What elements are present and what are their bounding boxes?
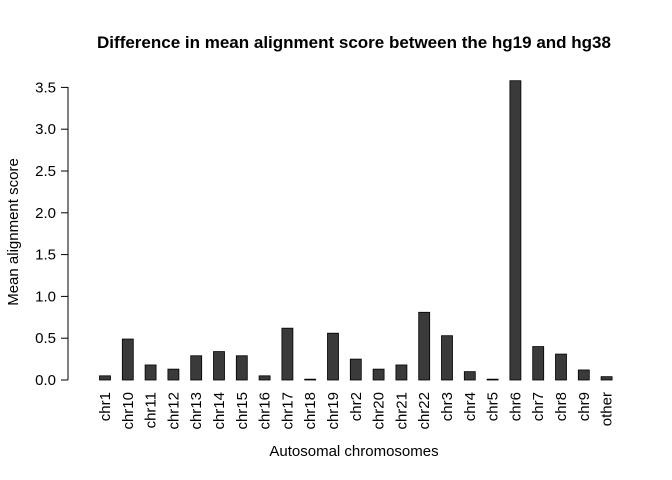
x-tick-label: chr5 bbox=[485, 392, 502, 421]
bar-chr12 bbox=[167, 368, 180, 381]
bar-chr11 bbox=[144, 364, 157, 381]
y-tick-label: 0.5 bbox=[35, 330, 56, 347]
y-tick-label: 1.5 bbox=[35, 247, 56, 264]
bar-chr6 bbox=[509, 80, 522, 381]
y-axis-label: Mean alignment score bbox=[5, 158, 22, 306]
bar-other bbox=[600, 376, 613, 381]
x-tick-label: chr15 bbox=[234, 392, 251, 430]
bar-chr5 bbox=[486, 378, 499, 381]
bar-chr4 bbox=[463, 371, 476, 381]
x-tick-label: chr6 bbox=[507, 392, 524, 421]
bar-chr22 bbox=[418, 311, 431, 381]
x-tick-label: chr16 bbox=[257, 392, 274, 430]
bar-chr10 bbox=[121, 338, 134, 381]
bar-chr16 bbox=[258, 375, 271, 381]
x-tick-label: chr18 bbox=[302, 392, 319, 430]
bar-chr14 bbox=[213, 351, 225, 381]
x-tick-label: chr8 bbox=[553, 392, 570, 421]
bar-chr3 bbox=[441, 335, 453, 381]
x-tick-label: chr7 bbox=[530, 392, 547, 421]
bars-group bbox=[99, 80, 613, 381]
x-tick-label: chr13 bbox=[188, 392, 205, 430]
x-tick-label: chr1 bbox=[97, 392, 114, 421]
bar-chr2 bbox=[349, 358, 362, 381]
bar-chr20 bbox=[372, 368, 385, 381]
bar-chr17 bbox=[281, 327, 294, 381]
x-tick-label: chr17 bbox=[279, 392, 296, 430]
bar-chr9 bbox=[577, 369, 590, 381]
x-tick-label: chr4 bbox=[462, 392, 479, 421]
bar-chr19 bbox=[327, 332, 339, 381]
bar-chr1 bbox=[99, 375, 111, 381]
bar-chr21 bbox=[395, 364, 408, 381]
x-tick-label: chr14 bbox=[211, 392, 228, 430]
y-tick-label: 2.0 bbox=[35, 205, 56, 222]
chart-title: Difference in mean alignment score betwe… bbox=[97, 33, 611, 52]
x-tick-label: chr9 bbox=[576, 392, 593, 421]
y-tick-label: 1.0 bbox=[35, 288, 56, 305]
x-tick-label: chr21 bbox=[393, 392, 410, 430]
bar-chr7 bbox=[532, 346, 545, 381]
bar-chr15 bbox=[235, 355, 248, 381]
x-tick-label: chr3 bbox=[439, 392, 456, 421]
x-axis-tick-labels: chr1 chr10 chr11 chr12 chr13 chr14 chr15 chr16 c… bbox=[97, 392, 616, 430]
y-tick-label: 3.5 bbox=[35, 79, 56, 96]
y-axis-ticks: 0.0 0.5 1.0 1.5 2.0 2.5 3.0 3.5 bbox=[35, 79, 68, 389]
bar-chr13 bbox=[190, 355, 203, 381]
x-tick-label: chr11 bbox=[143, 392, 160, 428]
y-tick-label: 3.0 bbox=[35, 121, 56, 138]
y-tick-label: 2.5 bbox=[35, 163, 56, 180]
x-tick-label: chr2 bbox=[348, 392, 365, 421]
x-tick-label: chr19 bbox=[325, 392, 342, 430]
x-axis-label: Autosomal chromosomes bbox=[269, 443, 438, 460]
x-tick-label: other bbox=[599, 392, 616, 426]
x-tick-label: chr12 bbox=[165, 392, 182, 430]
x-tick-label: chr10 bbox=[120, 392, 137, 430]
x-tick-label: chr20 bbox=[371, 392, 388, 430]
bar-chr8 bbox=[555, 353, 567, 381]
y-tick-label: 0.0 bbox=[35, 372, 56, 389]
x-tick-label: chr22 bbox=[416, 392, 433, 430]
bar-chr18 bbox=[304, 378, 317, 381]
